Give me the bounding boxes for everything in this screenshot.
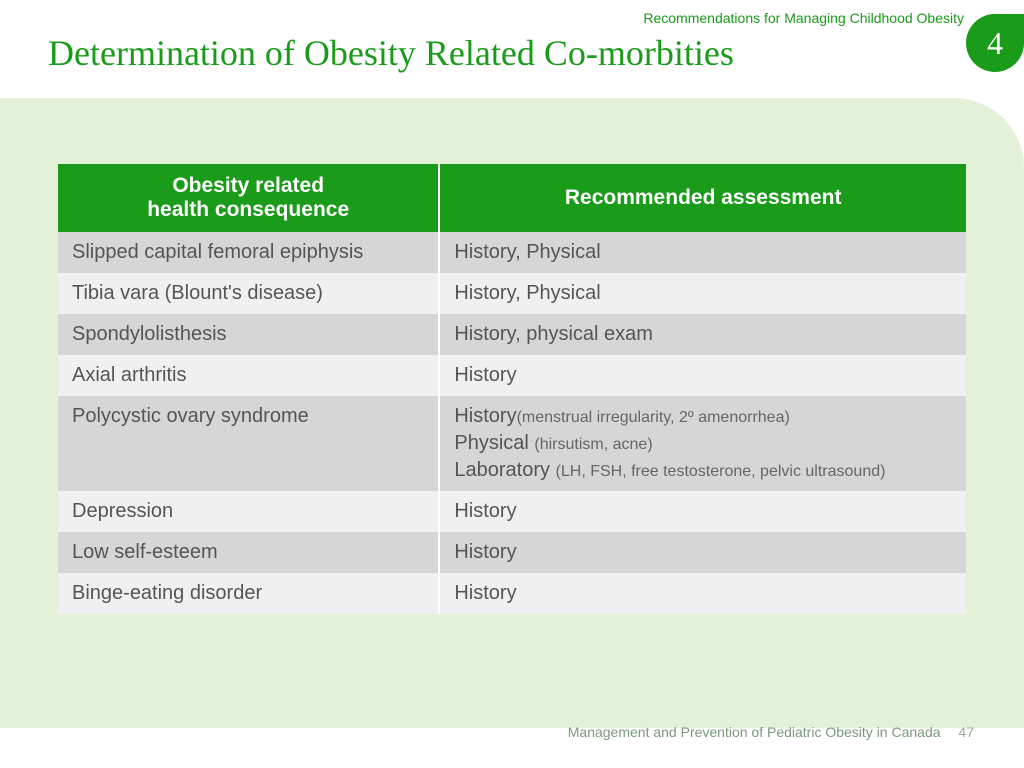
cell-consequence: Polycystic ovary syndrome [58,396,439,491]
table-header-row: Obesity related health consequence Recom… [58,164,966,232]
cell-assessment: History [439,573,966,614]
cell-consequence: Axial arthritis [58,355,439,396]
cell-consequence: Spondylolisthesis [58,314,439,355]
page-title: Determination of Obesity Related Co-morb… [48,32,734,74]
cell-assessment: History [439,491,966,532]
assess-main: Physical [454,432,534,454]
section-badge: 4 [966,14,1024,72]
assess-main: History [454,405,516,427]
assess-sub: (hirsutism, acne) [534,436,652,453]
table-row: Tibia vara (Blount's disease) History, P… [58,273,966,314]
col-header-line1: Obesity related [172,174,324,197]
footer-page-number: 47 [958,724,974,740]
comorbidity-table: Obesity related health consequence Recom… [58,164,966,614]
footer-text: Management and Prevention of Pediatric O… [568,724,941,740]
assess-sub: (LH, FSH, free testosterone, pelvic ultr… [556,463,886,480]
cell-consequence: Low self-esteem [58,532,439,573]
table-row: Depression History [58,491,966,532]
col-header-assessment: Recommended assessment [439,164,966,232]
table-row: Spondylolisthesis History, physical exam [58,314,966,355]
assess-sub: (menstrual irregularity, 2º amenorrhea) [517,409,790,426]
cell-assessment: History, Physical [439,273,966,314]
cell-consequence: Binge-eating disorder [58,573,439,614]
cell-consequence: Depression [58,491,439,532]
col-header-line2: health consequence [147,198,349,221]
cell-assessment: History, Physical [439,232,966,273]
cell-assessment: History, physical exam [439,314,966,355]
table-row: Polycystic ovary syndrome History(menstr… [58,396,966,491]
cell-assessment: History(menstrual irregularity, 2º ameno… [439,396,966,491]
table-row: Binge-eating disorder History [58,573,966,614]
assess-main: Laboratory [454,459,555,481]
cell-consequence: Slipped capital femoral epiphysis [58,232,439,273]
header-subtitle: Recommendations for Managing Childhood O… [643,10,964,26]
cell-consequence: Tibia vara (Blount's disease) [58,273,439,314]
cell-assessment: History [439,532,966,573]
table-row: Low self-esteem History [58,532,966,573]
cell-assessment: History [439,355,966,396]
col-header-consequence: Obesity related health consequence [58,164,439,232]
footer: Management and Prevention of Pediatric O… [568,724,974,740]
table-row: Slipped capital femoral epiphysis Histor… [58,232,966,273]
table-row: Axial arthritis History [58,355,966,396]
